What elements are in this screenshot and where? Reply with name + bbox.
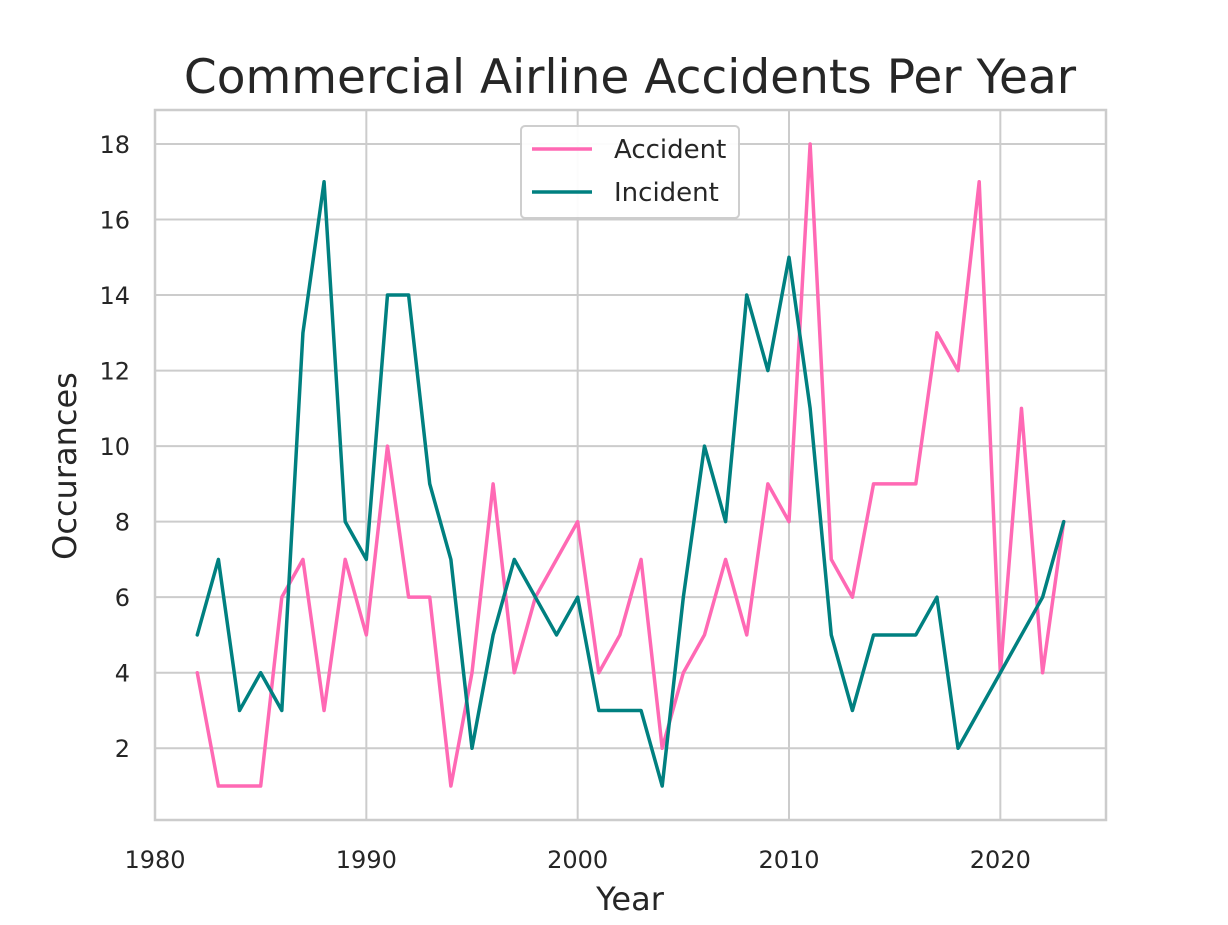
y-tick-label: 18 bbox=[99, 131, 130, 159]
y-tick-label: 8 bbox=[115, 509, 130, 537]
series-lines bbox=[195, 142, 1066, 788]
x-tick-labels: 1980 1990 2000 2010 2020 bbox=[124, 846, 1030, 874]
series-line-accident bbox=[195, 142, 1066, 788]
x-tick-label: 2010 bbox=[758, 846, 819, 874]
y-axis-label: Occurances bbox=[46, 372, 84, 560]
plot-frame bbox=[153, 108, 1108, 822]
y-tick-label: 12 bbox=[99, 358, 130, 386]
legend: Accident Incident bbox=[520, 125, 740, 219]
x-axis-label: Year bbox=[595, 880, 665, 918]
y-tick-labels: 2 4 6 8 10 12 14 16 18 bbox=[99, 131, 130, 763]
x-tick-label: 1980 bbox=[124, 846, 185, 874]
y-tick-label: 4 bbox=[115, 660, 130, 688]
x-tick-label: 2020 bbox=[970, 846, 1031, 874]
x-tick-label: 1990 bbox=[336, 846, 397, 874]
y-tick-label: 10 bbox=[99, 433, 130, 461]
y-tick-label: 16 bbox=[99, 207, 130, 235]
legend-label-incident: Incident bbox=[614, 178, 719, 208]
chart-title: Commercial Airline Accidents Per Year bbox=[184, 50, 1077, 105]
legend-label-accident: Accident bbox=[614, 135, 726, 165]
y-tick-label: 6 bbox=[115, 584, 130, 612]
y-tick-label: 2 bbox=[115, 735, 130, 763]
series-line-incident bbox=[195, 180, 1066, 788]
y-tick-label: 14 bbox=[99, 282, 130, 310]
x-tick-label: 2000 bbox=[547, 846, 608, 874]
